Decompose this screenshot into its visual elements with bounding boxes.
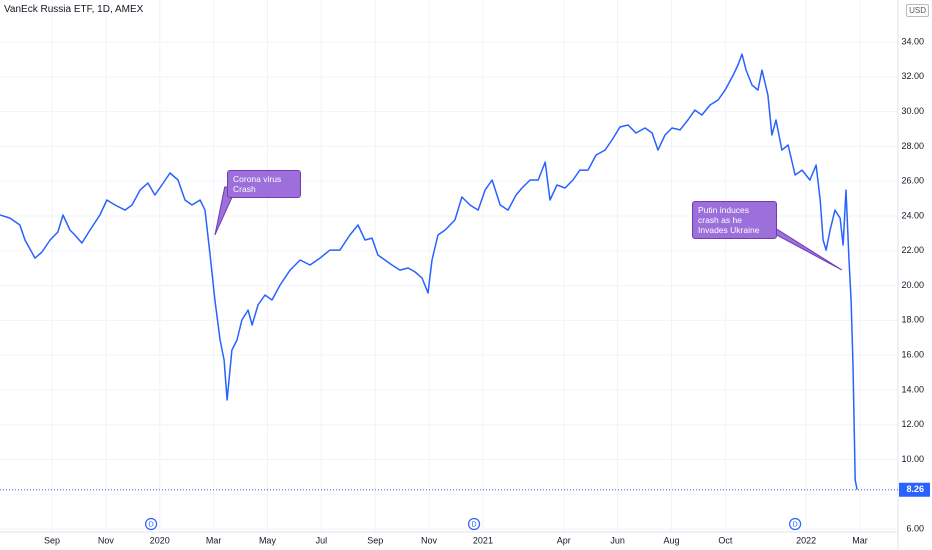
x-tick-label: 2021 (473, 535, 493, 545)
y-tick-label: 6.00 (906, 523, 924, 533)
dividend-label: D (149, 521, 154, 528)
x-tick-label: Aug (663, 535, 679, 545)
annotation: Corona virus Crash (227, 170, 301, 198)
y-tick-label: 10.00 (901, 454, 924, 464)
last-value-box (899, 482, 930, 497)
x-tick-label: Nov (421, 535, 438, 545)
y-tick-label: 28.00 (901, 141, 924, 151)
x-tick-label: Sep (367, 535, 383, 545)
y-tick-label: 24.00 (901, 210, 924, 220)
x-tick-label: 2022 (796, 535, 816, 545)
x-tick-label: Apr (557, 535, 571, 545)
x-tick-label: May (259, 535, 277, 545)
dividend-marker (145, 517, 158, 531)
y-tick-label: 30.00 (901, 106, 924, 116)
x-tick-label: Nov (98, 535, 115, 545)
y-tick-label: 34.00 (901, 36, 924, 46)
x-tick-label: 2020 (150, 535, 170, 545)
x-tick-label: Jun (610, 535, 625, 545)
x-tick-label: Mar (206, 535, 222, 545)
dividend-marker (467, 517, 481, 531)
chart-title: VanEck Russia ETF, 1D, AMEX (4, 4, 144, 15)
y-tick-label: 18.00 (901, 315, 924, 325)
y-tick-label: 14.00 (901, 384, 924, 394)
y-tick-label: 32.00 (901, 71, 924, 81)
x-tick-label: Oct (718, 535, 733, 545)
currency-label: USD (906, 4, 929, 17)
x-tick-label: Sep (44, 535, 60, 545)
dividend-label: D (793, 521, 798, 528)
last-value-label: 8.26 (906, 484, 924, 494)
dividend-label: D (472, 521, 477, 528)
y-tick-label: 22.00 (901, 245, 924, 255)
x-tick-label: Mar (852, 535, 868, 545)
y-tick-label: 16.00 (901, 350, 924, 360)
y-tick-label: 26.00 (901, 176, 924, 186)
annotation: Putin induces crash as he Invades Ukrain… (692, 201, 777, 239)
y-tick-label: 12.00 (901, 419, 924, 429)
x-tick-label: Jul (316, 535, 328, 545)
price-line (0, 53, 858, 490)
y-tick-label: 20.00 (901, 280, 924, 290)
dividend-marker (789, 517, 802, 531)
